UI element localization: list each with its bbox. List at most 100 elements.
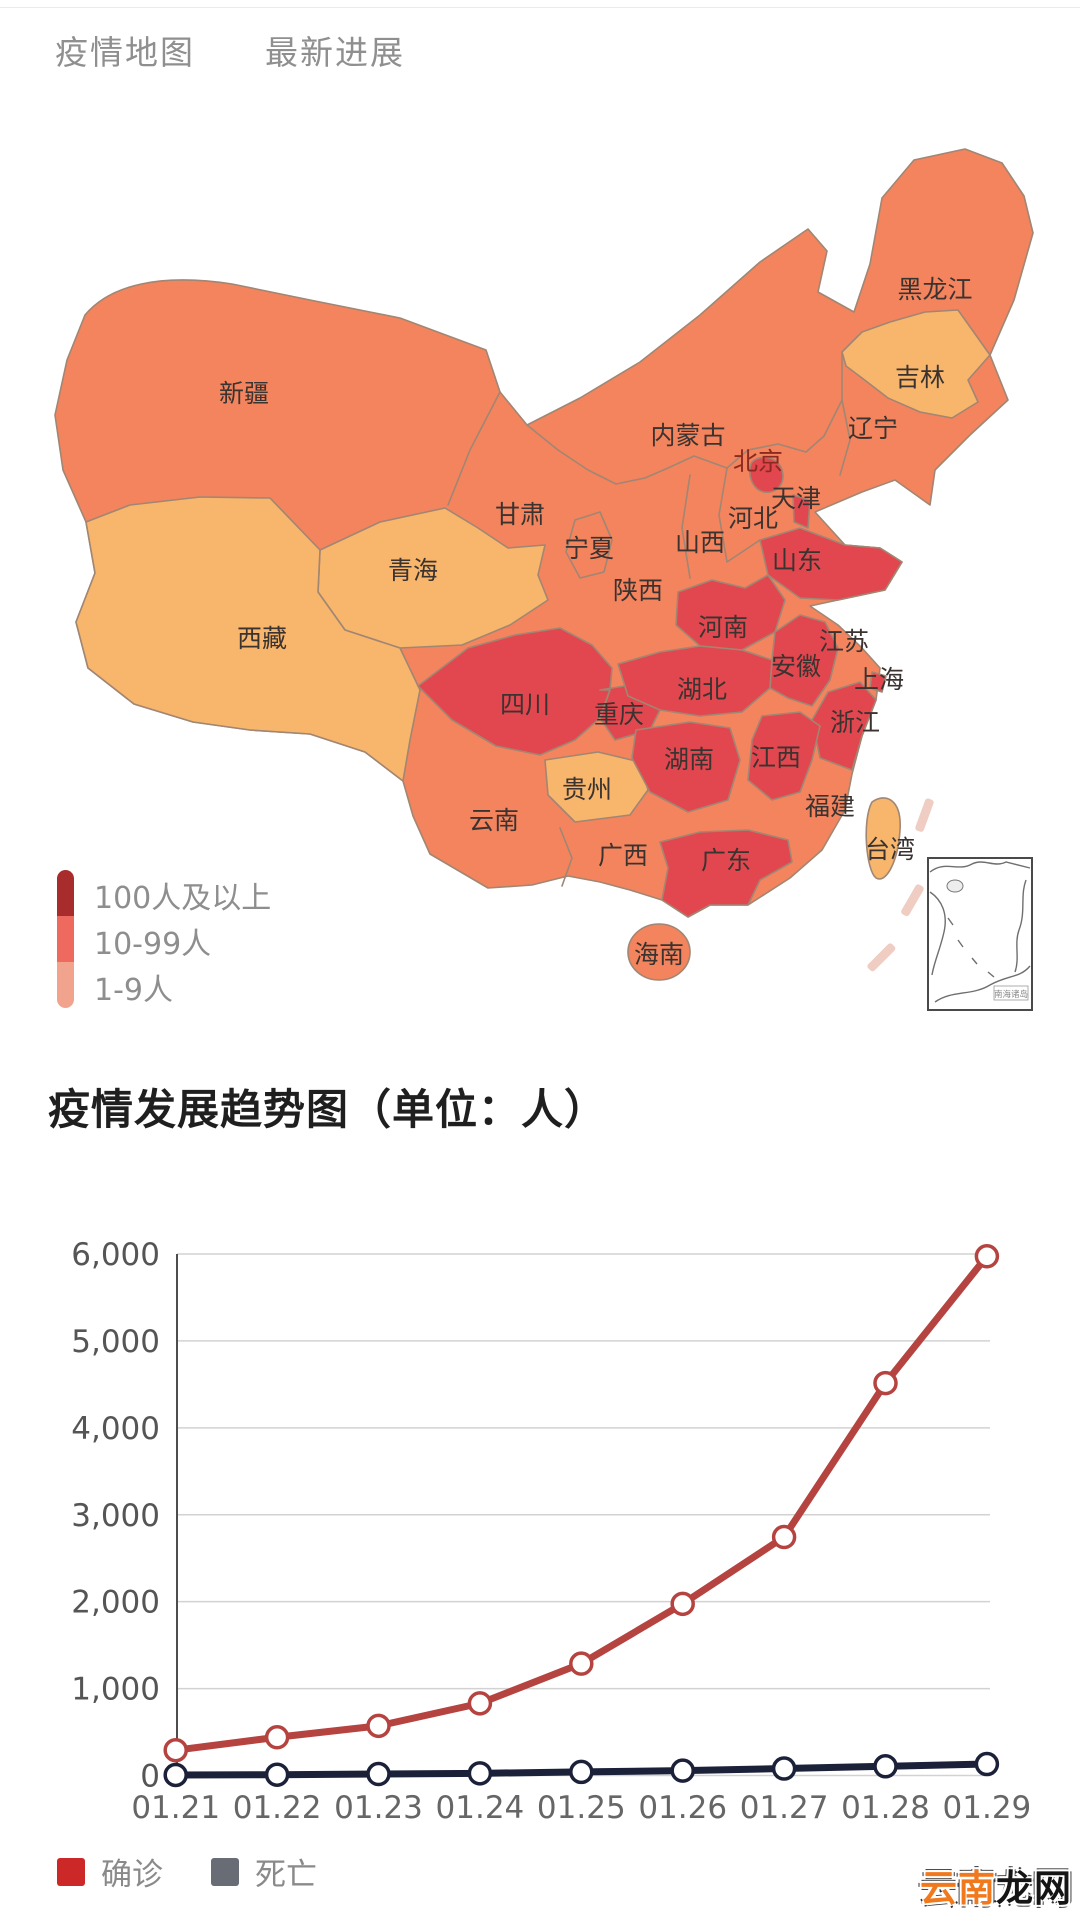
data-point: [264, 1762, 290, 1787]
province-xizang: [75, 496, 421, 782]
confirmed-label: 确诊: [101, 1857, 163, 1893]
site-watermark: 云南龙网: [920, 1858, 1072, 1912]
data-point: [670, 1758, 695, 1783]
province-guangdong: [659, 829, 793, 918]
province-label-shanxi: 山西: [675, 528, 725, 557]
province-label-jilin: 吉林: [895, 363, 945, 392]
chart-title: 疫情发展趋势图（单位：人）: [48, 1085, 608, 1134]
map-legend-bar: [57, 870, 74, 1008]
province-label-liaoning: 辽宁: [848, 414, 898, 443]
province-shandong: [759, 527, 903, 601]
province-label-henan: 河南: [698, 613, 748, 642]
data-point: [974, 1751, 1000, 1777]
tab-epidemic-map[interactable]: 疫情地图: [55, 33, 195, 72]
y-tick-label: 1,000: [71, 1672, 160, 1708]
data-point: [771, 1524, 797, 1550]
watermark-part2: 龙网: [996, 1867, 1072, 1910]
province-beijing: [748, 456, 784, 494]
province-label-qinghai: 青海: [388, 556, 438, 585]
province-label-zhejiang: 浙江: [830, 708, 880, 737]
province-label-taiwan: 台湾: [865, 835, 915, 864]
province-henan: [675, 574, 786, 651]
province-tianjin: [792, 494, 811, 529]
province-label-tianjin: 天津: [771, 484, 821, 513]
legend-swatch-mid: [57, 916, 74, 962]
province-label-shaanxi: 陕西: [613, 576, 663, 605]
province-label-sichuan: 四川: [500, 690, 550, 719]
province-label-hebei: 河北: [728, 504, 778, 533]
data-point: [366, 1713, 391, 1739]
data-point: [771, 1756, 797, 1781]
y-tick-label: 5,000: [71, 1324, 160, 1360]
data-point: [366, 1761, 391, 1787]
province-hunan: [631, 721, 741, 813]
data-point: [163, 1762, 188, 1788]
province-label-jiangsu: 江苏: [819, 627, 869, 656]
province-label-xinjiang: 新疆: [219, 379, 269, 408]
x-tick-label: 01.26: [638, 1790, 727, 1826]
legend-label-low: 1-9人: [94, 973, 173, 1008]
confirmed-swatch: [57, 1857, 85, 1886]
data-point: [163, 1737, 188, 1763]
legend-swatch-high: [57, 870, 74, 916]
province-hubei: [617, 645, 773, 717]
data-point: [974, 1244, 1000, 1269]
chart-legend: 确诊 死亡: [57, 1849, 317, 1894]
province-label-guangdong: 广东: [701, 846, 751, 875]
y-tick-label: 0: [140, 1759, 160, 1795]
province-label-shanghai: 上海: [854, 665, 904, 694]
inset-label: 南海诸岛: [994, 989, 1028, 1000]
data-point: [670, 1591, 695, 1617]
data-point: [873, 1370, 898, 1396]
legend-item-death: 死亡: [211, 1849, 317, 1894]
province-taiwan: [865, 797, 901, 880]
x-tick-label: 01.24: [436, 1790, 525, 1826]
x-tick-label: 01.23: [334, 1790, 423, 1826]
x-tick-label: 01.22: [233, 1790, 322, 1826]
legend-label-mid: 10-99人: [94, 927, 212, 962]
data-point: [467, 1761, 493, 1786]
province-label-anhui: 安徽: [771, 652, 821, 681]
province-label-xizang: 西藏: [237, 624, 287, 653]
sea-dashes: [867, 798, 934, 972]
province-label-guangxi: 广西: [598, 841, 648, 870]
south-sea-inset: 南海诸岛: [927, 857, 1033, 1011]
x-tick-label: 01.25: [537, 1790, 626, 1826]
province-label-hainan: 海南: [634, 940, 684, 969]
series-line-0: [172, 1252, 991, 1754]
province-label-beijing: 北京: [733, 447, 783, 476]
province-label-hunan: 湖南: [664, 745, 714, 774]
province-label-ningxia: 宁夏: [564, 534, 614, 563]
data-point: [264, 1725, 290, 1750]
y-tick-label: 3,000: [71, 1498, 160, 1534]
province-label-jiangxi: 江西: [751, 743, 801, 772]
province-jilin: [841, 309, 991, 419]
death-swatch: [211, 1857, 239, 1886]
legend-item-confirmed: 确诊: [57, 1849, 163, 1894]
province-label-neimenggu: 内蒙古: [650, 421, 725, 450]
y-tick-label: 6,000: [71, 1237, 160, 1273]
x-tick-label: 01.28: [841, 1790, 930, 1826]
watermark-part1: 云南: [920, 1867, 996, 1910]
province-guizhou: [544, 751, 649, 823]
province-label-hubei: 湖北: [677, 675, 727, 704]
province-shanghai: [869, 671, 887, 693]
x-tick-label: 01.21: [131, 1790, 220, 1826]
province-label-chongqing: 重庆: [594, 700, 644, 729]
province-jiangxi: [747, 711, 821, 801]
x-tick-label: 01.29: [943, 1790, 1032, 1826]
y-tick-label: 4,000: [71, 1411, 160, 1447]
province-label-shandong: 山东: [772, 546, 822, 575]
province-label-heilongjiang: 黑龙江: [897, 275, 972, 304]
legend-label-high: 100人及以上: [94, 881, 272, 916]
data-point: [569, 1759, 594, 1785]
province-hainan: [627, 923, 691, 981]
data-point: [467, 1691, 493, 1716]
x-tick-label: 01.27: [740, 1790, 829, 1826]
data-point: [569, 1651, 594, 1676]
death-label: 死亡: [255, 1857, 317, 1893]
province-label-yunnan: 云南: [469, 806, 519, 835]
tab-latest-progress[interactable]: 最新进展: [265, 33, 405, 72]
y-tick-label: 2,000: [71, 1585, 160, 1621]
